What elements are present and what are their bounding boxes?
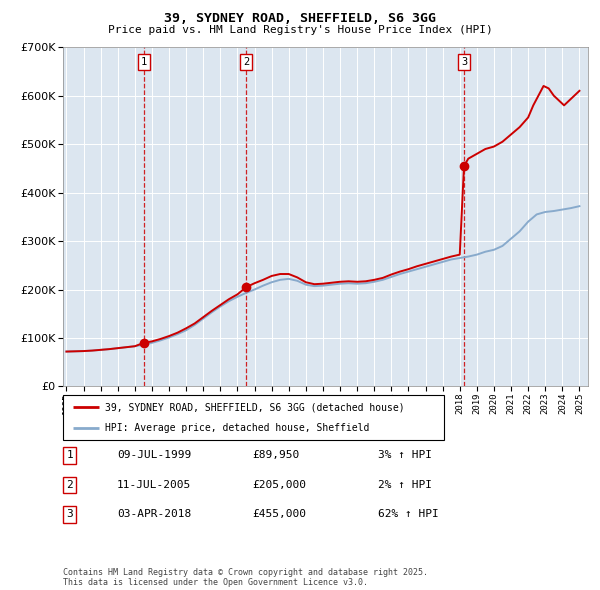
Text: 1: 1: [140, 57, 147, 67]
Text: 03-APR-2018: 03-APR-2018: [117, 510, 191, 519]
Text: Contains HM Land Registry data © Crown copyright and database right 2025.
This d: Contains HM Land Registry data © Crown c…: [63, 568, 428, 587]
Text: HPI: Average price, detached house, Sheffield: HPI: Average price, detached house, Shef…: [105, 422, 369, 432]
Text: 3% ↑ HPI: 3% ↑ HPI: [378, 451, 432, 460]
Text: 3: 3: [66, 510, 73, 519]
Text: 39, SYDNEY ROAD, SHEFFIELD, S6 3GG (detached house): 39, SYDNEY ROAD, SHEFFIELD, S6 3GG (deta…: [105, 402, 404, 412]
Text: 2: 2: [243, 57, 250, 67]
Text: 39, SYDNEY ROAD, SHEFFIELD, S6 3GG: 39, SYDNEY ROAD, SHEFFIELD, S6 3GG: [164, 12, 436, 25]
Text: 62% ↑ HPI: 62% ↑ HPI: [378, 510, 439, 519]
Text: Price paid vs. HM Land Registry's House Price Index (HPI): Price paid vs. HM Land Registry's House …: [107, 25, 493, 35]
FancyBboxPatch shape: [63, 395, 444, 440]
Text: 2: 2: [66, 480, 73, 490]
Text: £455,000: £455,000: [252, 510, 306, 519]
Text: 09-JUL-1999: 09-JUL-1999: [117, 451, 191, 460]
Text: 11-JUL-2005: 11-JUL-2005: [117, 480, 191, 490]
Text: 2% ↑ HPI: 2% ↑ HPI: [378, 480, 432, 490]
Text: 3: 3: [461, 57, 467, 67]
Text: 1: 1: [66, 451, 73, 460]
Text: £89,950: £89,950: [252, 451, 299, 460]
Text: £205,000: £205,000: [252, 480, 306, 490]
